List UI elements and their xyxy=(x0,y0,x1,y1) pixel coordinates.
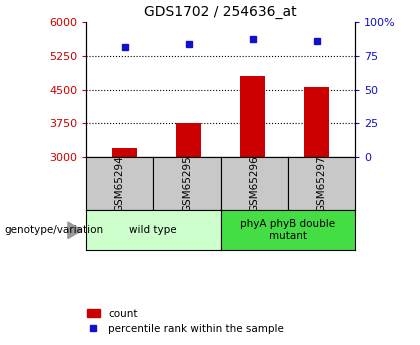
Title: GDS1702 / 254636_at: GDS1702 / 254636_at xyxy=(144,4,297,19)
Text: phyA phyB double
mutant: phyA phyB double mutant xyxy=(240,219,335,241)
Text: wild type: wild type xyxy=(129,225,177,235)
Bar xyxy=(304,87,329,157)
Legend: count, percentile rank within the sample: count, percentile rank within the sample xyxy=(83,305,288,338)
Bar xyxy=(112,148,137,157)
Bar xyxy=(240,76,265,157)
Text: GSM65297: GSM65297 xyxy=(316,155,326,212)
Text: genotype/variation: genotype/variation xyxy=(4,225,103,235)
Bar xyxy=(176,123,201,157)
Text: GSM65294: GSM65294 xyxy=(115,155,125,212)
Text: GSM65296: GSM65296 xyxy=(249,155,259,212)
Text: GSM65295: GSM65295 xyxy=(182,155,192,212)
Polygon shape xyxy=(68,222,82,239)
